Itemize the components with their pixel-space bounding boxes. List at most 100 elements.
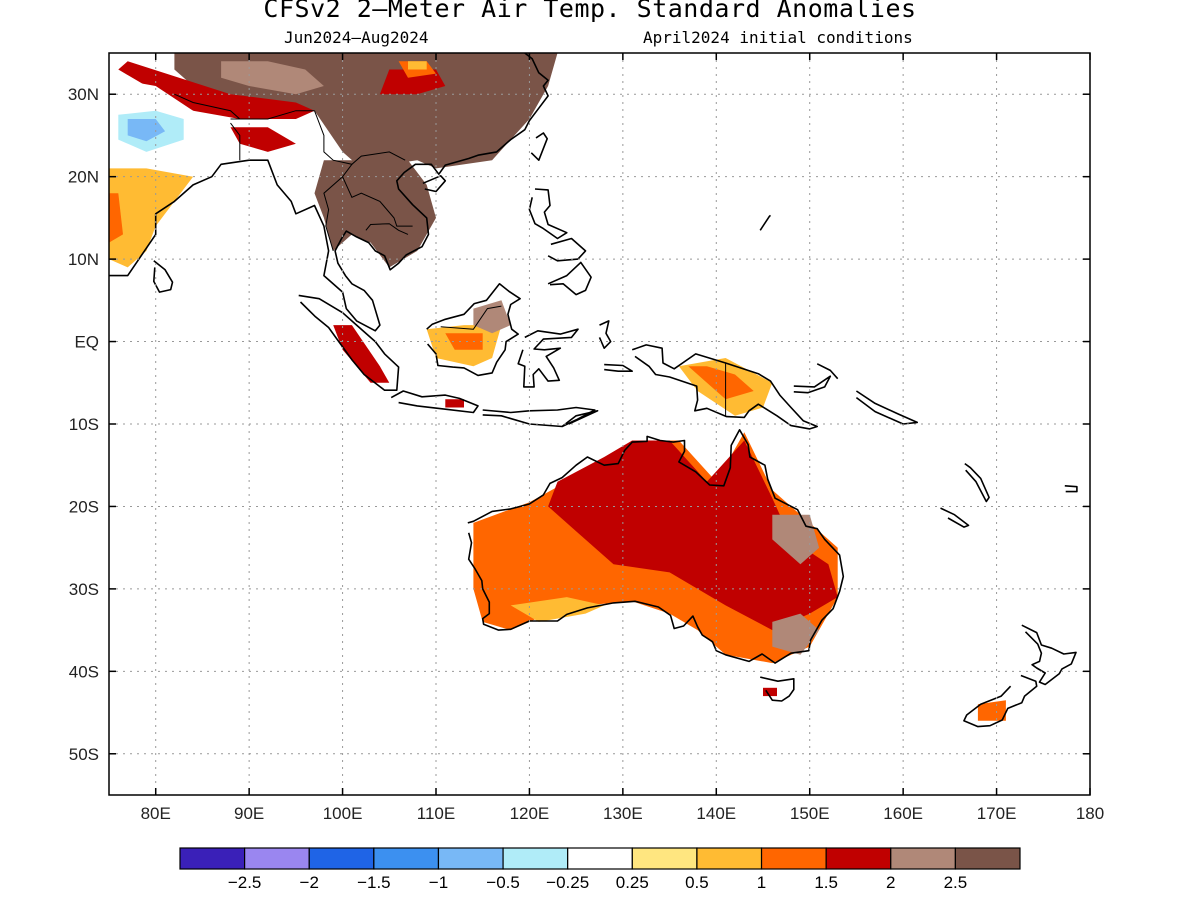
- anomaly-region-borneo-brown: [473, 300, 511, 334]
- colorbar-swatch: [179, 847, 246, 870]
- colorbar-swatch: [631, 847, 698, 870]
- anomaly-region-ne-india-hot: [230, 127, 296, 152]
- lat-tick-label: 10N: [68, 250, 99, 269]
- coastline-new-caledonia: [940, 507, 970, 528]
- coastline-sulawesi: [517, 328, 579, 388]
- axis-ticks: 80E 90E 100E 110E 120E 130E 140E 150E 160E 170E 18…: [68, 53, 1104, 823]
- colorbar-label: −1: [429, 873, 448, 892]
- country-border-5: [365, 223, 409, 235]
- coastline-solomons: [855, 390, 919, 425]
- coastline-nz-north: [1021, 624, 1077, 686]
- colorbar-swatch: [502, 847, 569, 870]
- lat-tick-label: 50S: [69, 745, 99, 764]
- valid-period: Jun2024–Aug2024: [284, 28, 429, 47]
- lon-tick-label: 80E: [141, 804, 171, 823]
- coastline-tasmania: [760, 676, 795, 702]
- lat-tick-label: 30S: [69, 580, 99, 599]
- coastline-mindanao: [547, 261, 592, 296]
- colorbar-swatch: [825, 847, 892, 870]
- country-border-7: [174, 93, 241, 120]
- country-border-4: [323, 176, 343, 252]
- colorbar-label: −2.5: [228, 873, 262, 892]
- colorbar-label: 1.5: [814, 873, 838, 892]
- anomaly-region-sumatra-hot: [333, 325, 390, 383]
- anomaly-region-aus-red: [548, 440, 838, 631]
- colorbar-label: −2: [300, 873, 319, 892]
- anomaly-region-aus-sw-light: [510, 597, 605, 622]
- anomaly-region-china-hot-1: [379, 69, 446, 95]
- country-border-1: [230, 110, 315, 120]
- colorbar-swatch: [437, 847, 504, 870]
- colorbar-swatch: [567, 847, 633, 870]
- colorbar-swatch: [890, 847, 956, 870]
- country-border-6: [230, 122, 241, 161]
- coastline-java: [390, 390, 479, 414]
- colorbar-swatch: [954, 847, 1021, 870]
- lon-tick-label: 130E: [603, 804, 643, 823]
- coastline-vanuatu: [964, 462, 990, 503]
- colorbar-label: 0.5: [685, 873, 709, 892]
- colorbar-label: −1.5: [357, 873, 391, 892]
- lon-tick-label: 150E: [790, 804, 830, 823]
- lon-tick-label: 120E: [510, 804, 550, 823]
- colorbar-label: −0.5: [486, 873, 520, 892]
- colorbar-label: 0.25: [616, 873, 649, 892]
- anomaly-region-china-hot-3: [408, 61, 427, 70]
- gridlines: [109, 53, 1090, 795]
- coastline-australia: [467, 428, 845, 664]
- lat-tick-label: 40S: [69, 662, 99, 681]
- anomaly-region-se-asia: [314, 160, 436, 268]
- anomaly-region-tas-hot: [763, 687, 777, 697]
- colorbar-swatch: [373, 847, 440, 870]
- colorbar-label: 2.5: [944, 873, 968, 892]
- coastline-visayas: [547, 237, 587, 262]
- country-border-9: [440, 305, 502, 330]
- colorbar-swatch: [308, 847, 375, 870]
- anomaly-region-himalaya-band: [118, 61, 315, 119]
- colorbar-label: −0.25: [546, 873, 589, 892]
- anomaly-region-png-hot: [688, 366, 754, 400]
- anomaly-region-india-hot: [109, 193, 123, 243]
- colorbar-swatch: [696, 847, 763, 870]
- lon-tick-label: 110E: [417, 804, 455, 823]
- lon-tick-label: 160E: [883, 804, 923, 823]
- colorbar-swatch: [760, 847, 827, 870]
- colorbar-label: 2: [886, 873, 895, 892]
- colorbar-swatch: [244, 847, 310, 870]
- anomaly-region-china-tan: [221, 61, 324, 95]
- anomaly-region-aus-tan-se: [772, 613, 820, 655]
- anomaly-region-nz-hot: [977, 700, 1006, 721]
- lon-tick-label: 140E: [696, 804, 736, 823]
- coastline-timor: [561, 409, 599, 428]
- anomaly-region-java-hot: [445, 399, 464, 408]
- coastline-seram: [604, 363, 634, 373]
- lat-tick-label: 20S: [69, 497, 99, 516]
- anomaly-region-borneo-hot: [445, 333, 483, 350]
- lat-tick-label: 20N: [68, 168, 99, 187]
- coastline-new-britain: [793, 375, 832, 394]
- coastline-halmahera: [598, 320, 612, 350]
- lat-tick-label: EQ: [74, 333, 99, 352]
- coastlines: [109, 53, 1078, 728]
- lon-tick-label: 90E: [234, 804, 264, 823]
- coastline-asia: [109, 53, 549, 332]
- initial-conditions: April2024 initial conditions: [643, 28, 913, 47]
- coastline-borneo: [426, 282, 521, 377]
- country-border-3: [342, 164, 413, 227]
- coastline-sumatra: [298, 294, 400, 392]
- lat-tick-label: 10S: [69, 415, 99, 434]
- colorbar-label: 1: [757, 873, 766, 892]
- lon-tick-label: 100E: [323, 804, 363, 823]
- coastline-new-guinea: [631, 344, 819, 430]
- map-title: CFSv2 2–Meter Air Temp. Standard Anomali…: [263, 0, 917, 23]
- coastline-hainan: [422, 175, 447, 193]
- coastline-sri-lanka: [153, 260, 174, 293]
- coastline-fiji: [1064, 485, 1078, 493]
- coastline-luzon: [528, 188, 568, 240]
- lon-tick-label: 180: [1076, 804, 1104, 823]
- country-border-2: [314, 110, 406, 165]
- coastline-bismarck-n: [816, 363, 839, 380]
- coastline-lesser-sundas: [482, 406, 596, 428]
- lat-tick-label: 30N: [68, 85, 99, 104]
